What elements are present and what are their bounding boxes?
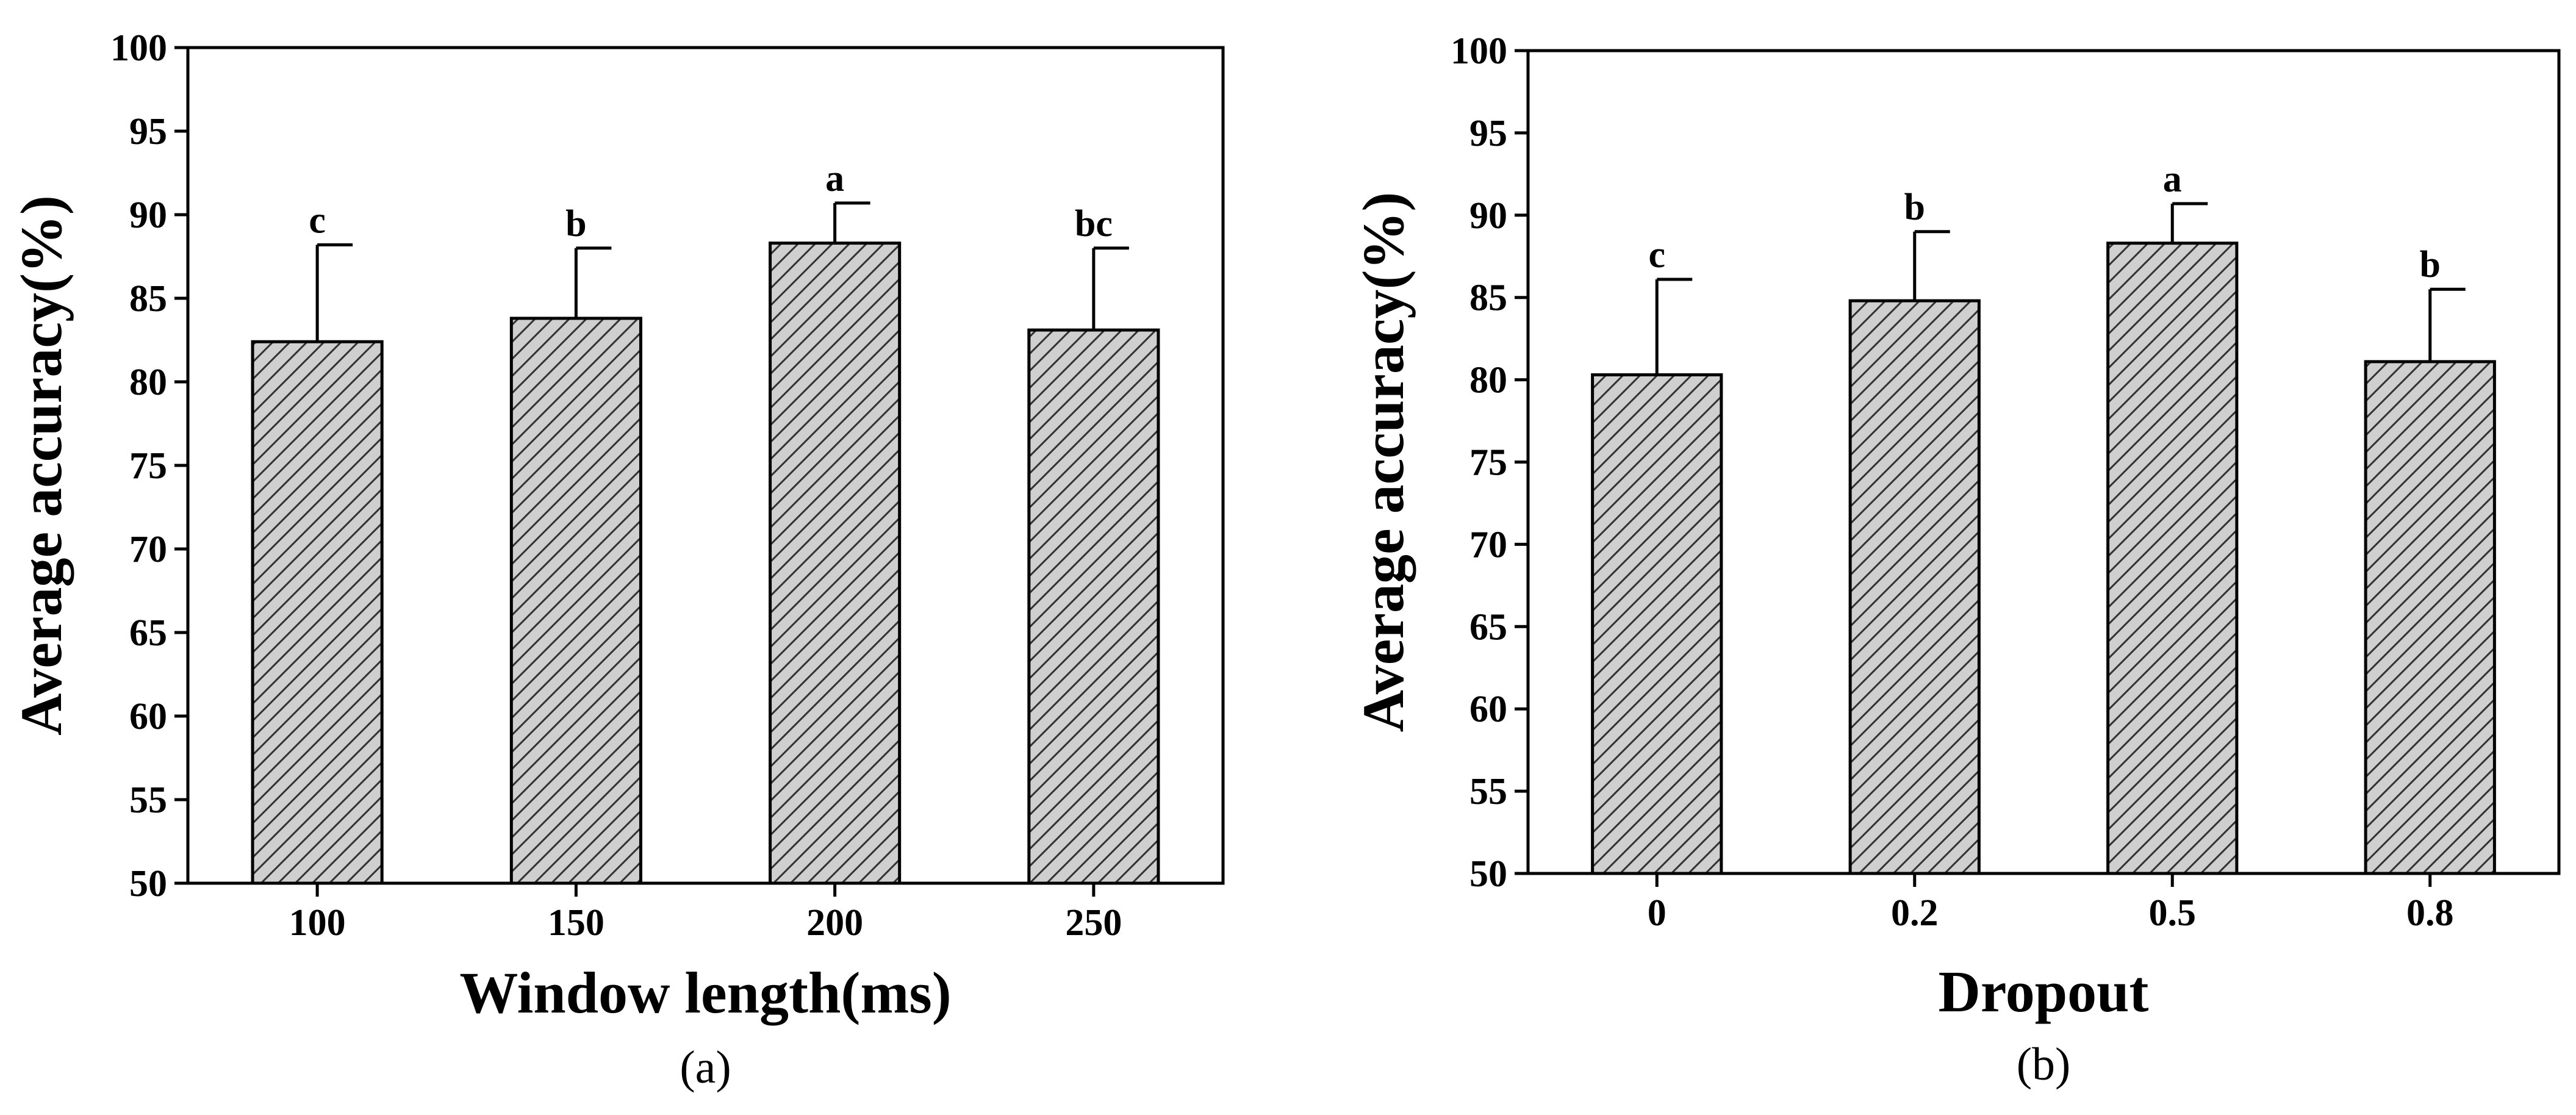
x-tick-label: 200	[806, 902, 863, 944]
significance-label: c	[309, 199, 326, 241]
significance-label: b	[565, 203, 586, 245]
y-tick-label: 80	[1469, 360, 1507, 401]
x-tick-label: 0.2	[1891, 892, 1939, 934]
y-tick-label: 75	[1469, 442, 1507, 484]
x-tick-label: 250	[1065, 902, 1122, 944]
y-tick-label: 90	[129, 195, 167, 236]
chart-panel-b: 50 55 60 65 70 75 80 85 90 95 100 0 c 0.2 b 0.5 a 0.8 b Ave…	[1351, 30, 2561, 1090]
x-tick-label: 150	[548, 902, 605, 944]
y-tick-label: 100	[1451, 30, 1507, 72]
bar	[1591, 373, 1723, 875]
significance-label: b	[2420, 244, 2441, 285]
y-tick-label: 70	[1469, 524, 1507, 565]
x-tick-label: 0.8	[2406, 892, 2454, 934]
x-tick-label: 100	[289, 902, 346, 944]
bar	[2106, 242, 2239, 875]
bar	[1027, 328, 1160, 885]
bar	[1848, 299, 1981, 875]
y-tick-label: 95	[129, 111, 167, 152]
y-tick-label: 100	[110, 27, 167, 69]
bar	[251, 340, 384, 885]
y-tick-label: 85	[1469, 278, 1507, 319]
chart-panel-a: 50 55 60 65 70 75 80 85 90 95 100 100 c 150 b 200 a 250 bc…	[9, 27, 1225, 1093]
y-tick-label: 75	[129, 445, 167, 487]
significance-label: c	[1648, 234, 1665, 276]
y-tick-label: 50	[129, 863, 167, 905]
y-axis-title: Average accuracy(%)	[1351, 192, 1416, 733]
bar	[769, 242, 902, 885]
y-tick-label: 65	[129, 612, 167, 654]
x-tick-label: 0	[1648, 892, 1667, 934]
y-tick-label: 65	[1469, 606, 1507, 648]
y-tick-label: 95	[1469, 113, 1507, 154]
y-axis-title: Average accuracy(%)	[9, 195, 74, 736]
significance-label: bc	[1075, 203, 1113, 245]
y-tick-label: 55	[1469, 771, 1507, 812]
y-tick-label: 80	[129, 362, 167, 403]
y-tick-label: 55	[129, 780, 167, 821]
x-axis-title: Window length(ms)	[459, 960, 951, 1025]
significance-label: a	[2163, 159, 2182, 200]
y-tick-label: 60	[1469, 689, 1507, 730]
y-tick-label: 60	[129, 696, 167, 737]
x-axis-title: Dropout	[1939, 959, 2149, 1024]
y-tick-label: 90	[1469, 195, 1507, 237]
panel-label: (b)	[2017, 1039, 2071, 1090]
significance-label: a	[825, 158, 844, 199]
bar	[2364, 360, 2496, 875]
x-tick-label: 0.5	[2149, 892, 2197, 934]
panel-label: (a)	[680, 1042, 731, 1093]
y-tick-label: 70	[129, 529, 167, 570]
y-tick-label: 85	[129, 278, 167, 320]
bar	[509, 317, 642, 885]
y-tick-label: 50	[1469, 853, 1507, 895]
significance-label: b	[1904, 187, 1925, 228]
